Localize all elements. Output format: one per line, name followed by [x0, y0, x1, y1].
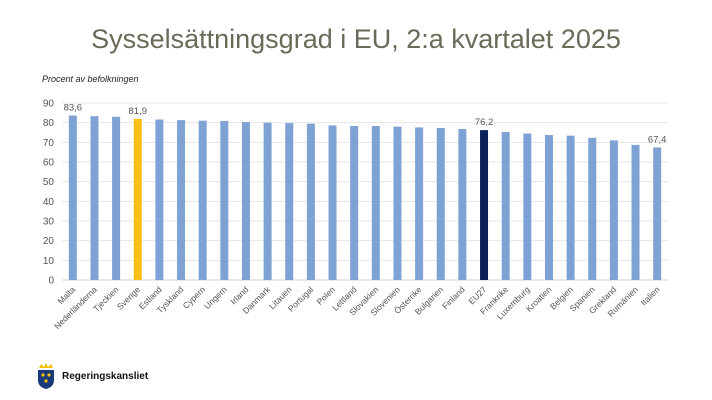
bar: [350, 126, 359, 280]
x-tick-label: Ungern: [202, 284, 229, 311]
data-label: 81,9: [129, 106, 148, 117]
chart-title: Sysselsättningsgrad i EU, 2:a kvartalet …: [91, 24, 621, 54]
y-tick-label: 90: [43, 99, 55, 110]
bar: [458, 128, 467, 280]
bar-chart: 0102030405060708090Malta83,6Nederländern…: [43, 99, 668, 331]
bar: [155, 119, 164, 281]
crown-shield-icon: [38, 363, 54, 389]
logo: Regeringskansliet: [36, 362, 148, 390]
bar: [371, 126, 380, 280]
bar: [393, 126, 402, 280]
bar: [68, 115, 77, 280]
bar: [480, 130, 489, 280]
bar: [501, 131, 510, 280]
bar: [177, 120, 186, 280]
bar: [523, 133, 532, 280]
y-tick-label: 30: [43, 217, 55, 228]
x-tick-label: Sverige: [115, 284, 143, 312]
bar: [653, 147, 662, 280]
bar: [415, 127, 424, 281]
data-label: 76,2: [475, 117, 494, 128]
y-tick-label: 20: [43, 236, 55, 247]
bar: [285, 123, 294, 280]
bar: [220, 120, 229, 280]
bar: [328, 125, 337, 280]
bar: [133, 118, 142, 281]
x-tick-label: Finland: [440, 284, 467, 311]
y-tick-label: 80: [43, 118, 55, 129]
bar: [436, 127, 445, 280]
data-label: 83,6: [64, 103, 83, 114]
bar: [263, 122, 272, 281]
bar: [306, 123, 315, 281]
bar: [609, 140, 618, 280]
logo-text: Regeringskansliet: [62, 370, 149, 382]
data-label: 67,4: [648, 134, 667, 145]
bar: [112, 116, 121, 281]
bar: [241, 122, 250, 281]
y-tick-label: 0: [48, 276, 54, 287]
bar: [544, 135, 553, 280]
bar: [198, 120, 207, 280]
bar: [90, 116, 99, 280]
bar: [588, 137, 597, 280]
y-tick-label: 60: [43, 158, 55, 169]
x-tick-label: Italien: [638, 284, 661, 307]
bar: [631, 144, 640, 280]
y-tick-label: 50: [43, 177, 55, 188]
y-tick-label: 40: [43, 197, 55, 208]
y-tick-label: 70: [43, 138, 55, 149]
y-axis-label: Procent av befolkningen: [42, 74, 139, 84]
bar: [566, 135, 575, 280]
y-tick-label: 10: [43, 256, 55, 267]
